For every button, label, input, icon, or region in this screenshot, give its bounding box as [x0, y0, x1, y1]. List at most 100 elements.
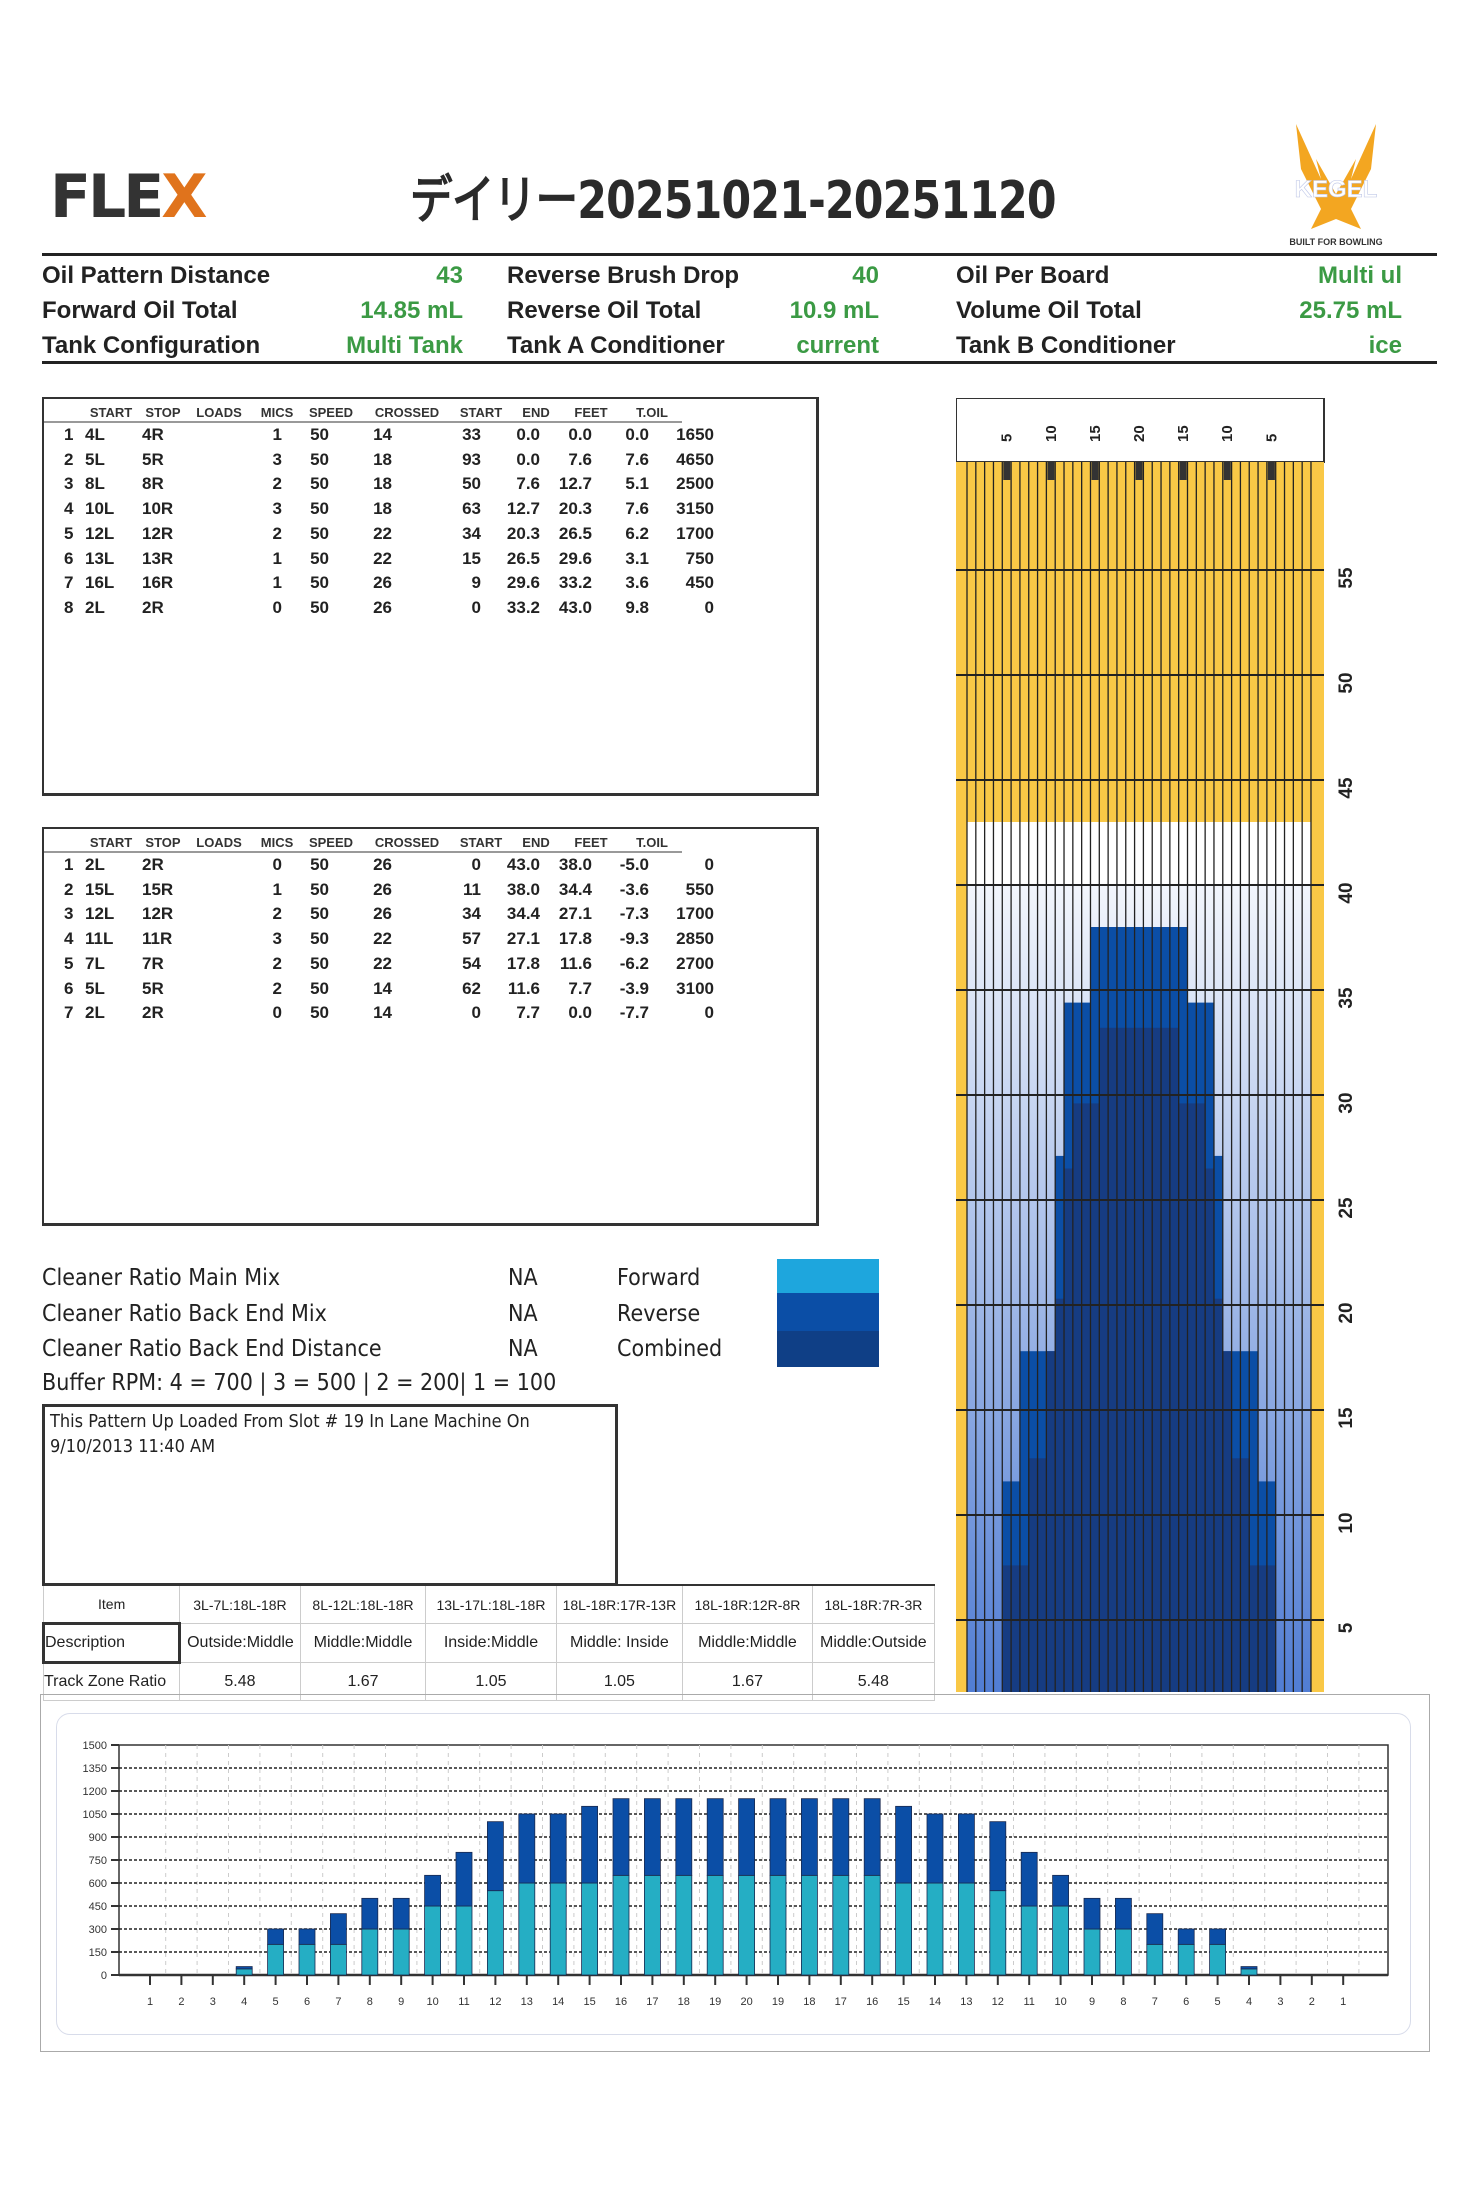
table-cell: 6 [64, 978, 74, 998]
table-cell: 9 [471, 573, 481, 593]
table-cell: 26 [373, 597, 392, 617]
combined-oil-board [1046, 1351, 1056, 1692]
table-cell: 0 [272, 597, 282, 617]
feet-tick-label: 25 [1336, 1197, 1357, 1219]
table-cell: 0.0 [568, 425, 592, 444]
column-header: CROSSED [374, 835, 440, 850]
x-tick-label: 12 [489, 1996, 501, 2008]
table-cell: 2R [142, 1003, 164, 1023]
table-cell: 93 [462, 449, 481, 469]
table-cell: -9.3 [619, 929, 649, 949]
table-cell: 0 [704, 597, 714, 617]
table-cell: 450 [685, 573, 714, 593]
reverse-oil-bar [424, 1874, 442, 1907]
x-tick-label: 11 [1023, 1996, 1034, 2008]
column-header: START [459, 405, 503, 420]
table-cell: 18 [373, 499, 392, 519]
table-cell: 34.4 [506, 904, 540, 924]
forward-oil-bar [895, 1882, 912, 1976]
y-tick-label: 1200 [83, 1786, 107, 1798]
combined-oil-board [1143, 1027, 1153, 1692]
combined-color-swatch [777, 1331, 879, 1367]
table-cell: 1700 [676, 904, 714, 924]
board-label-header [956, 398, 1325, 463]
combined-oil-board [1231, 1458, 1241, 1692]
table-cell: 1 [272, 879, 282, 899]
x-tick-label: 7 [1152, 1996, 1158, 2008]
table-cell: 3150 [676, 499, 714, 519]
forward-oil-bar [267, 1943, 285, 1976]
table-cell: 0.0 [625, 425, 649, 444]
reverse-oil-bar [486, 1821, 504, 1892]
header-rule-bottom [42, 361, 1437, 364]
x-tick-label: 6 [1183, 1996, 1189, 2008]
kegel-logo: KEGEL BUILT FOR BOWLING [1289, 124, 1383, 247]
combined-oil-board [1028, 1458, 1038, 1692]
table-cell: 50 [310, 597, 329, 617]
combined-oil-board [1108, 1027, 1117, 1692]
table-cell: 1650 [676, 425, 714, 444]
reverse-oil-bar [361, 1897, 379, 1930]
forward-oil-bar [361, 1928, 379, 1976]
column-header: FEET [574, 835, 608, 850]
table-cell: 22 [373, 548, 392, 568]
notes-box: This Pattern Up Loaded From Slot # 19 In… [42, 1404, 618, 1586]
flex-logo: FLEX [50, 162, 208, 232]
column-header: STOP [145, 835, 181, 850]
table-cell: 33.2 [558, 573, 592, 593]
x-tick-label: 1 [147, 1996, 153, 2008]
table-cell: 12.7 [506, 499, 540, 519]
reverse-oil-bar [1052, 1874, 1069, 1907]
combined-oil-board [1099, 1027, 1109, 1692]
reverse-oil-bar [801, 1798, 818, 1876]
x-tick-label: 15 [897, 1996, 909, 2008]
table-cell: 50 [310, 449, 329, 469]
table-cell: 3.6 [625, 573, 649, 593]
table-cell: 34.4 [558, 879, 592, 899]
info-value: current [796, 332, 879, 359]
table-cell: 50 [310, 978, 329, 998]
table-cell: 20.3 [558, 499, 592, 519]
column-header: FEET [574, 405, 608, 420]
info-value: Multi Tank [346, 332, 463, 359]
table-cell: 27.1 [506, 929, 540, 949]
y-tick-label: 750 [89, 1855, 107, 1867]
header-divider [44, 851, 682, 853]
zone-cell: 18L-18R:17R-13R [555, 1584, 684, 1624]
x-tick-label: 3 [210, 1996, 216, 2008]
forward-oil-bar [989, 1890, 1007, 1976]
table-cell: 2700 [676, 953, 714, 973]
column-header: END [522, 405, 550, 420]
info-label: Oil Pattern Distance [42, 262, 271, 289]
combined-oil-board [1055, 1298, 1065, 1692]
table-cell: 29.6 [558, 548, 592, 568]
table-cell: 3 [272, 449, 282, 469]
x-tick-label: 19 [772, 1996, 784, 2008]
zone-cell: Middle:Outside [811, 1623, 936, 1663]
reverse-oil-bar [706, 1798, 724, 1876]
x-tick-label: 5 [1215, 1996, 1221, 2008]
table-cell: 26 [373, 855, 392, 874]
reverse-oil-bar [738, 1798, 755, 1876]
cleaner-legend: Combined [617, 1336, 723, 1362]
dry-zone [967, 822, 1311, 885]
column-header: START [459, 835, 503, 850]
x-tick-label: 10 [426, 1996, 438, 2008]
table-cell: 20.3 [506, 523, 540, 543]
reverse-oil-bar [392, 1897, 410, 1930]
table-cell: 11L [85, 929, 114, 949]
forward-oil-bar [926, 1882, 944, 1976]
feet-tick-label: 10 [1336, 1512, 1357, 1533]
combined-oil-board [1161, 1027, 1170, 1692]
combined-oil-board [1090, 1103, 1100, 1692]
cleaner-label: Cleaner Ratio Back End Mix [42, 1300, 327, 1327]
table-cell: 2 [272, 474, 282, 494]
table-cell: 0.0 [516, 425, 540, 444]
x-tick-label: 17 [646, 1996, 658, 2008]
forward-oil-bar [801, 1874, 818, 1976]
forward-oil-bar [1115, 1928, 1132, 1976]
table-cell: 18 [373, 474, 392, 494]
table-cell: 26.5 [558, 523, 592, 543]
x-tick-label: 5 [273, 1996, 279, 2008]
table-cell: 13L [85, 548, 115, 568]
